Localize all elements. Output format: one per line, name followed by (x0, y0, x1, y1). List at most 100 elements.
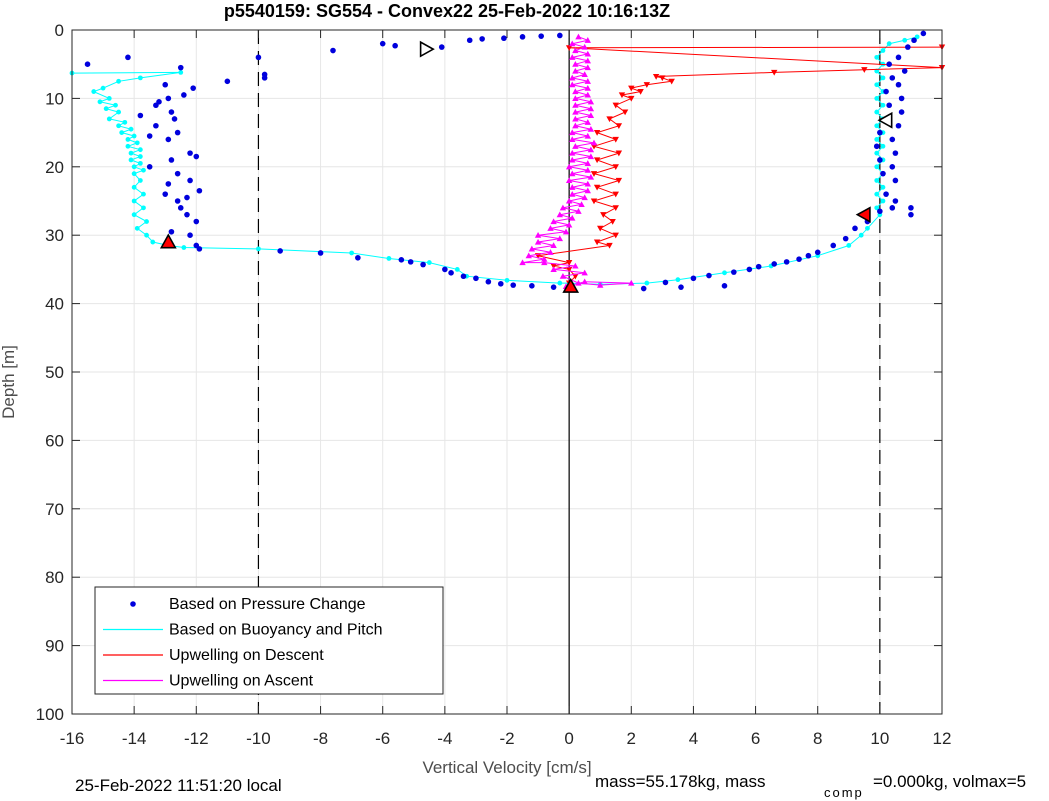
data-point (128, 157, 134, 163)
data-point (137, 75, 143, 81)
data-point (392, 42, 398, 49)
data-point (575, 279, 582, 286)
data-point (886, 41, 892, 47)
x-tick-label: 10 (870, 729, 889, 748)
data-point (581, 43, 588, 50)
data-point (584, 50, 591, 57)
data-point (880, 198, 886, 204)
data-point (131, 133, 137, 139)
data-point (842, 235, 849, 242)
grid-lines (71, 29, 943, 715)
data-point (590, 198, 598, 205)
data-point (606, 242, 613, 249)
data-point (162, 191, 169, 197)
data-point (584, 91, 591, 98)
data-point (877, 208, 883, 215)
footer-mass-comp-subscript: comp (824, 785, 864, 800)
footer-local-time: 25-Feb-2022 11:51:20 local (75, 776, 282, 795)
data-point (534, 232, 542, 238)
data-point (141, 167, 146, 173)
data-point (473, 275, 479, 282)
data-point (880, 170, 886, 177)
data-point (153, 102, 159, 109)
data-point (557, 280, 563, 286)
data-point (880, 143, 886, 149)
data-point (572, 61, 579, 67)
data-point (168, 228, 175, 235)
data-point (97, 99, 103, 105)
data-point (643, 82, 651, 88)
x-tick-label: 4 (689, 729, 698, 748)
data-point (865, 225, 870, 231)
data-point (168, 109, 175, 115)
data-point (895, 122, 902, 129)
x-tick-label: 0 (564, 729, 573, 748)
data-point (525, 252, 532, 259)
data-point (184, 194, 190, 201)
data-point (584, 132, 591, 139)
data-point (889, 75, 896, 81)
data-point (277, 248, 283, 254)
data-point (572, 102, 579, 108)
data-point (256, 246, 261, 252)
data-point (621, 109, 629, 116)
data-point (174, 198, 181, 204)
data-point (519, 34, 526, 40)
footer-mass-comp-volmax: =0.000kg, volmax=5 (873, 772, 1026, 791)
turn-marker (419, 40, 435, 58)
data-point (902, 37, 908, 43)
data-point (895, 81, 902, 88)
y-tick-label: 70 (45, 500, 64, 519)
data-point (565, 177, 573, 184)
data-point (224, 78, 231, 85)
data-point (575, 33, 582, 40)
data-point (584, 119, 591, 125)
data-point (706, 272, 712, 279)
data-point (122, 119, 128, 125)
data-point (874, 164, 880, 170)
y-tick-label: 80 (45, 568, 64, 587)
data-point (485, 278, 492, 285)
data-point (165, 95, 172, 102)
marker-layer (159, 40, 893, 293)
series-0 (84, 30, 927, 292)
legend-label: Based on Buoyancy and Pitch (169, 622, 382, 639)
data-point (125, 54, 131, 61)
legend-label: Based on Pressure Change (169, 596, 366, 613)
data-point (131, 184, 137, 190)
data-point (572, 262, 579, 269)
data-point (550, 284, 557, 290)
data-point (460, 273, 467, 280)
y-tick-label: 60 (45, 431, 64, 450)
x-tick-label: -16 (60, 729, 85, 748)
data-point (662, 279, 669, 286)
data-point (898, 109, 905, 115)
data-point (846, 243, 852, 248)
data-point (131, 212, 137, 218)
data-point (91, 89, 97, 94)
data-point (386, 256, 392, 261)
data-point (874, 137, 880, 142)
data-point (106, 96, 112, 101)
data-point (612, 205, 619, 212)
y-tick-labels: 0 10 20 30 40 50 60 70 80 90 100 (36, 21, 64, 724)
x-tick-label: -10 (246, 729, 271, 748)
data-point (177, 205, 184, 211)
chart-title: p5540159: SG554 - Convex22 25-Feb-2022 1… (224, 1, 670, 21)
data-point (587, 146, 595, 153)
x-tick-label: -2 (499, 729, 514, 748)
data-point (131, 171, 137, 177)
data-point (644, 280, 650, 286)
data-point (137, 147, 143, 153)
data-point (162, 81, 169, 88)
data-point (722, 270, 727, 276)
data-point (153, 122, 159, 129)
data-point (165, 181, 172, 187)
data-point (874, 178, 880, 183)
data-point (805, 252, 812, 259)
data-point (874, 150, 880, 156)
data-point (565, 266, 573, 273)
data-point (852, 225, 858, 232)
data-point (171, 116, 178, 122)
data-point (668, 78, 675, 85)
